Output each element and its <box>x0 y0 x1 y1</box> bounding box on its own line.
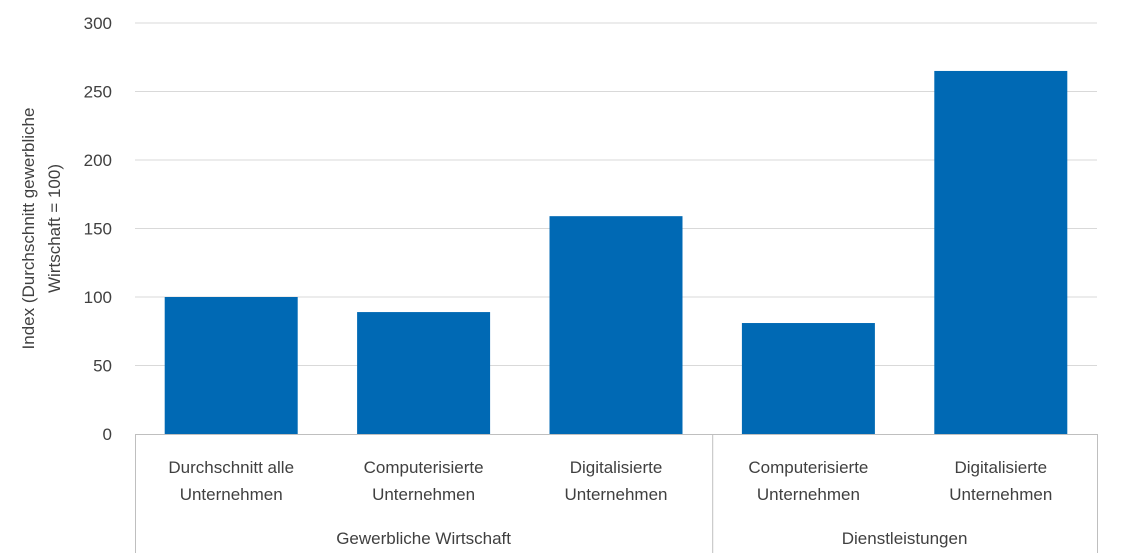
bar <box>934 70 1068 434</box>
x-category-label: Computerisierte Unternehmen <box>748 458 868 504</box>
y-tick-label: 250 <box>84 83 112 102</box>
x-category-label: Durchschnitt alle Unternehmen <box>168 458 294 504</box>
x-group-label: Gewerbliche Wirtschaft <box>336 529 511 548</box>
axes <box>135 434 1098 553</box>
y-tick-label: 0 <box>103 425 112 444</box>
y-tick-label: 100 <box>84 288 112 307</box>
y-axis-title: Index (Durchschnitt gewerbliche Wirtschaf… <box>19 108 64 350</box>
bar <box>164 297 298 434</box>
bars <box>164 70 1068 434</box>
bar <box>357 312 491 434</box>
x-category-label: Computerisierte Unternehmen <box>364 458 484 504</box>
bar <box>741 323 875 434</box>
bar <box>549 216 683 434</box>
x-category-label: Digitalisierte Unternehmen <box>564 458 667 504</box>
x-category-label: Digitalisierte Unternehmen <box>949 458 1052 504</box>
y-tick-label: 200 <box>84 151 112 170</box>
y-tick-label: 300 <box>84 14 112 33</box>
labels: 0 50 100 150 200 250 300 Durchschnitt alle Unter… <box>19 14 1052 548</box>
y-tick-label: 50 <box>93 357 112 376</box>
y-tick-label: 150 <box>84 220 112 239</box>
x-group-label: Dienstleistungen <box>842 529 968 548</box>
